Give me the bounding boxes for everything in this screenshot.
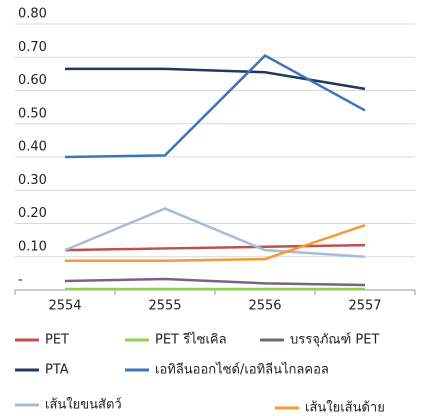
series-line (64, 277, 366, 287)
legend-label: PET รีไซเคิล (155, 332, 227, 348)
y-tick-label: 0.10 (18, 239, 47, 254)
x-tick-label: 2556 (248, 299, 281, 314)
series-line (65, 223, 366, 262)
x-tick-label: 2555 (148, 299, 181, 314)
legend-label: บรรจุภัณฑ์ PET (290, 332, 379, 348)
legend-label: เอทิลีนออกไซด์/เอทิลีนไกลคอล (155, 362, 329, 378)
series-line (65, 67, 366, 91)
y-tick-label: 0.60 (18, 73, 47, 88)
legend-label: เส้นใยขนสัตว์ (45, 397, 122, 413)
y-tick-label: 0.20 (18, 206, 47, 221)
y-tick-label: 0.80 (18, 7, 47, 22)
y-tick-label: 0.50 (18, 106, 47, 121)
legend-label: PET (45, 333, 69, 348)
y-tick-label: 0.40 (18, 140, 47, 155)
series-line (64, 207, 366, 258)
legend-label: PTA (45, 363, 69, 378)
y-tick-label: 0.70 (18, 40, 47, 55)
series-line (64, 54, 366, 159)
series-line (64, 243, 366, 252)
x-tick-label: 2554 (48, 299, 81, 314)
legend-label: เส้นใยเส้นด้าย (305, 400, 385, 416)
y-tick-label: 0.30 (18, 173, 47, 188)
y-tick-label: - (18, 273, 23, 288)
x-tick-label: 2557 (348, 299, 381, 314)
